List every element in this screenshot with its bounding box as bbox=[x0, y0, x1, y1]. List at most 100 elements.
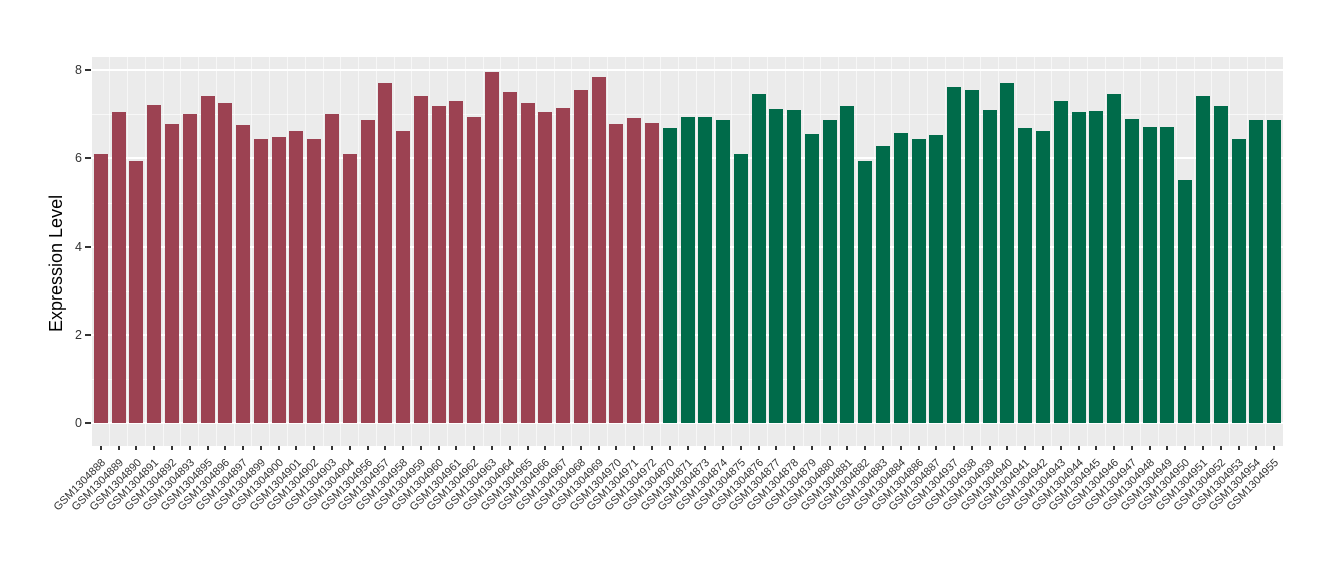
bar bbox=[680, 116, 695, 423]
gridline-vertical bbox=[678, 57, 680, 446]
x-tick bbox=[419, 446, 422, 450]
x-tick bbox=[917, 446, 920, 450]
bar bbox=[1231, 139, 1246, 423]
bar bbox=[93, 153, 108, 423]
x-tick bbox=[828, 446, 831, 450]
x-tick bbox=[1166, 446, 1169, 450]
bar bbox=[218, 103, 233, 423]
bar bbox=[253, 138, 268, 423]
gridline-vertical bbox=[1140, 57, 1142, 446]
x-tick bbox=[437, 446, 440, 450]
x-tick bbox=[206, 446, 209, 450]
gridline-vertical bbox=[749, 57, 751, 446]
gridline-vertical bbox=[1175, 57, 1177, 446]
x-tick bbox=[562, 446, 565, 450]
bar bbox=[431, 106, 446, 423]
gridline-vertical bbox=[1211, 57, 1213, 446]
gridline-vertical bbox=[411, 57, 413, 446]
gridline-vertical bbox=[1158, 57, 1160, 446]
x-tick bbox=[366, 446, 369, 450]
y-tick-label: 2 bbox=[75, 327, 82, 342]
x-tick bbox=[153, 446, 156, 450]
bar bbox=[876, 146, 891, 423]
gridline-vertical bbox=[127, 57, 129, 446]
gridline-vertical bbox=[180, 57, 182, 446]
x-tick bbox=[899, 446, 902, 450]
bar bbox=[289, 131, 304, 423]
bar bbox=[1018, 127, 1033, 423]
gridline-vertical bbox=[1033, 57, 1035, 446]
x-tick bbox=[846, 446, 849, 450]
bar bbox=[1000, 82, 1015, 423]
bar bbox=[467, 116, 482, 423]
bar bbox=[662, 127, 677, 423]
x-tick bbox=[810, 446, 813, 450]
x-tick bbox=[1095, 446, 1098, 450]
x-tick bbox=[579, 446, 582, 450]
x-tick bbox=[384, 446, 387, 450]
bar bbox=[360, 119, 375, 423]
bar bbox=[769, 109, 784, 423]
bar bbox=[787, 109, 802, 423]
gridline-vertical bbox=[998, 57, 1000, 446]
gridline-vertical bbox=[589, 57, 591, 446]
bar bbox=[111, 112, 126, 423]
bar bbox=[591, 76, 606, 423]
bar bbox=[982, 109, 997, 423]
x-tick bbox=[526, 446, 529, 450]
x-tick bbox=[1130, 446, 1133, 450]
gridline-vertical bbox=[713, 57, 715, 446]
bar bbox=[716, 119, 731, 423]
y-tick bbox=[85, 333, 91, 336]
bar bbox=[556, 107, 571, 423]
bar bbox=[1107, 94, 1122, 423]
x-tick bbox=[259, 446, 262, 450]
x-tick bbox=[1184, 446, 1187, 450]
bar bbox=[484, 72, 499, 423]
y-tick-label: 6 bbox=[75, 151, 82, 166]
bar bbox=[271, 137, 286, 423]
gridline-vertical bbox=[304, 57, 306, 446]
gridline-vertical bbox=[393, 57, 395, 446]
bar bbox=[413, 95, 428, 423]
gridline-vertical bbox=[873, 57, 875, 446]
bar bbox=[929, 135, 944, 423]
gridline-vertical bbox=[269, 57, 271, 446]
x-tick bbox=[1077, 446, 1080, 450]
bar bbox=[1267, 119, 1282, 423]
gridline-vertical bbox=[109, 57, 111, 446]
bar bbox=[1196, 95, 1210, 423]
x-tick bbox=[882, 446, 885, 450]
x-tick bbox=[170, 446, 173, 450]
gridline-vertical bbox=[251, 57, 253, 446]
bar bbox=[307, 138, 322, 423]
gridline-vertical bbox=[162, 57, 164, 446]
x-tick bbox=[1059, 446, 1062, 450]
gridline-vertical bbox=[553, 57, 555, 446]
y-tick bbox=[85, 157, 91, 160]
gridline-vertical bbox=[375, 57, 377, 446]
x-tick bbox=[953, 446, 956, 450]
x-tick bbox=[242, 446, 245, 450]
gridline-vertical bbox=[1246, 57, 1248, 446]
bar bbox=[627, 117, 642, 423]
y-tick bbox=[85, 422, 91, 424]
bar bbox=[858, 160, 873, 423]
bar bbox=[236, 125, 251, 423]
gridline-vertical bbox=[1122, 57, 1124, 446]
gridline-vertical bbox=[784, 57, 786, 446]
gridline-vertical bbox=[926, 57, 928, 446]
bar bbox=[698, 116, 713, 423]
x-tick bbox=[757, 446, 760, 450]
bar bbox=[449, 101, 464, 423]
x-tick bbox=[313, 446, 316, 450]
x-tick bbox=[650, 446, 653, 450]
gridline-major bbox=[92, 422, 1283, 424]
gridline-vertical bbox=[1264, 57, 1266, 446]
x-tick bbox=[490, 446, 493, 450]
gridline-vertical bbox=[1086, 57, 1088, 446]
gridline-vertical bbox=[358, 57, 360, 446]
bar bbox=[520, 103, 535, 423]
gridline-vertical bbox=[820, 57, 822, 446]
